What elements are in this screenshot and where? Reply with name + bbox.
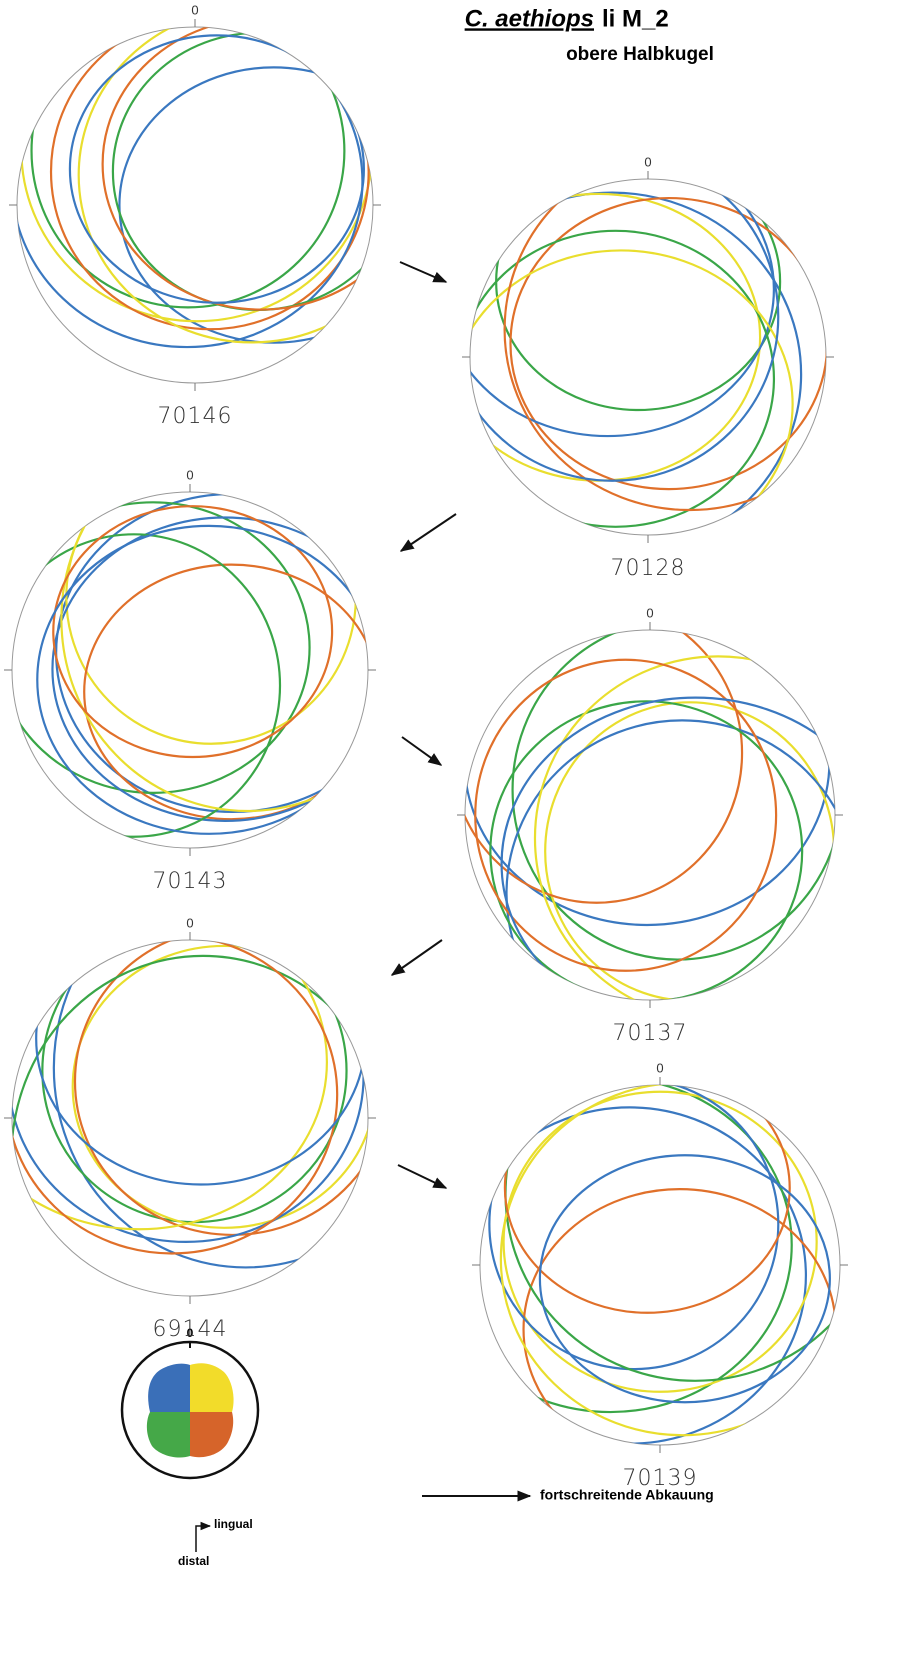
specimen-label: 69144 — [153, 1317, 228, 1342]
arrow — [401, 736, 443, 766]
great-circle — [495, 179, 782, 412]
specimen-label: 70139 — [623, 1466, 698, 1491]
great-circle — [68, 34, 365, 304]
axis-arrow — [195, 1521, 212, 1548]
great-circle — [20, 27, 373, 323]
great-circle — [60, 492, 368, 813]
great-circle — [470, 179, 780, 482]
great-circle — [504, 1085, 840, 1382]
great-circle — [465, 630, 744, 904]
great-circle — [470, 249, 794, 535]
north-label: 0 — [186, 915, 193, 930]
great-circle — [52, 505, 334, 759]
legend-label: fortschreitende Abkauung — [540, 1487, 714, 1503]
specimen-label: 70143 — [153, 869, 228, 894]
great-circle — [83, 563, 368, 821]
great-circle — [474, 658, 778, 972]
great-circle — [12, 954, 368, 1296]
quadrant-orange — [190, 1412, 234, 1458]
great-circle — [503, 179, 826, 512]
north-label: 0 — [646, 605, 653, 620]
distal: distal — [178, 1554, 209, 1568]
great-circle — [509, 196, 826, 491]
great-circle — [465, 630, 831, 927]
great-circle — [470, 229, 776, 528]
great-circle — [12, 940, 329, 1231]
great-circle — [101, 27, 373, 311]
tooth: li M_2 — [602, 5, 669, 32]
great-circle — [49, 27, 370, 331]
great-circles — [465, 630, 835, 1000]
arrow — [397, 1164, 448, 1189]
great-circle — [488, 1085, 780, 1371]
quadrant-blue — [148, 1363, 190, 1412]
orientation-key: 0 lingual distal — [120, 1326, 260, 1568]
north-label: 0 — [656, 1060, 663, 1075]
great-circle — [71, 944, 368, 1229]
great-circle — [500, 696, 835, 1000]
great-circle — [12, 533, 282, 838]
great-circles — [12, 492, 368, 838]
great-circle — [51, 516, 368, 822]
great-circle — [12, 940, 365, 1244]
key-north: 0 — [187, 1326, 194, 1340]
stereonet: 0 70143 — [4, 467, 376, 894]
great-circle — [503, 1085, 791, 1314]
arrow — [390, 939, 443, 976]
great-circle — [538, 1154, 831, 1404]
great-circle — [118, 66, 373, 344]
great-circle — [533, 655, 835, 1000]
stereonet: 0 70128 — [462, 154, 834, 581]
great-circle — [522, 1188, 837, 1445]
stereonet: 0 70137 — [457, 605, 843, 1046]
great-circle — [480, 1085, 793, 1414]
great-circle — [77, 27, 373, 344]
lingual: lingual — [214, 1517, 253, 1531]
arrow — [399, 513, 457, 552]
subtitle: obere Halbkugel — [566, 44, 714, 65]
stereonet: 0 70146 — [9, 2, 381, 429]
arrow — [399, 261, 448, 283]
great-circle — [41, 940, 348, 1224]
great-circle — [36, 524, 368, 835]
quadrant-yellow — [190, 1363, 234, 1412]
great-circle — [12, 940, 339, 1255]
great-circle — [470, 191, 803, 535]
specimen-label: 70137 — [613, 1021, 688, 1046]
great-circle — [111, 31, 373, 312]
specimen-label: 70146 — [158, 404, 233, 429]
great-circle — [17, 27, 364, 349]
great-circle — [470, 192, 762, 482]
great-circle — [505, 719, 835, 1000]
specimen-label: 70128 — [611, 556, 686, 581]
great-circle — [52, 940, 368, 1269]
north-label: 0 — [191, 2, 198, 17]
great-circles — [17, 27, 373, 349]
stereonet: 0 70139 — [472, 1060, 848, 1491]
great-circles — [470, 179, 826, 535]
great-circle — [499, 1085, 840, 1437]
great-circles — [12, 940, 368, 1296]
arrows — [390, 261, 532, 1502]
title: C. aethiops li M_2 obere Halbkugel — [465, 5, 714, 65]
north-label: 0 — [186, 467, 193, 482]
great-circle — [502, 1090, 818, 1393]
great-circle — [489, 700, 804, 1000]
great-circle — [470, 179, 775, 438]
north-label: 0 — [644, 154, 651, 169]
quadrant-green — [146, 1412, 190, 1458]
great-circle — [12, 501, 311, 794]
net-circle — [464, 629, 836, 1001]
great-circle — [35, 940, 367, 1186]
great-circle — [30, 27, 346, 309]
great-circle — [73, 940, 368, 1237]
species: C. aethiops — [465, 5, 594, 32]
great-circle — [511, 630, 835, 961]
great-circles — [480, 1085, 840, 1445]
